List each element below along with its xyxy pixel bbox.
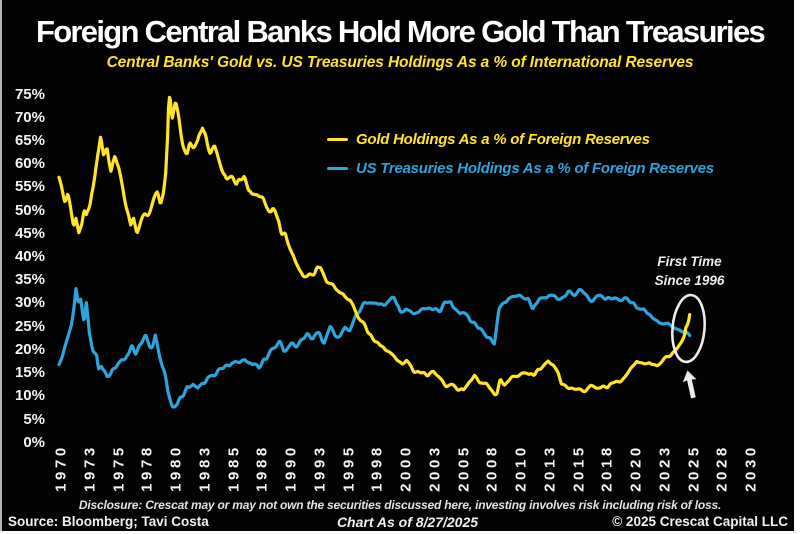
legend-item-treasuries: US Treasuries Holdings As a % of Foreign… [327, 160, 714, 177]
y-tick-label: 55% [14, 178, 45, 196]
x-tick-label: 1970 [52, 444, 70, 492]
x-tick-label: 2018 [598, 444, 616, 492]
annotation-line1: First Time [657, 254, 722, 269]
y-tick-label: 20% [14, 340, 45, 358]
disclosure-text: Disclosure: Crescat may or may not own t… [78, 498, 722, 512]
y-tick-label: 5% [23, 410, 45, 428]
up-arrow-icon [682, 370, 697, 399]
y-tick-label: 60% [14, 155, 45, 173]
x-tick-label: 1990 [282, 444, 300, 492]
treasuries-line-swatch [327, 166, 348, 171]
x-tick-label: 2015 [570, 444, 587, 492]
left-edge-line [0, 0, 2, 531]
copyright-text: © 2025 Crescat Capital LLC [612, 514, 788, 529]
footer: Source: Bloomberg; Tavi Costa Chart As o… [1, 514, 794, 531]
x-tick-label: 1980 [167, 444, 185, 492]
x-tick-label: 2000 [397, 444, 415, 492]
x-tick-label: 2025 [685, 444, 702, 492]
x-tick-label: 1985 [225, 444, 242, 492]
y-tick-label: 25% [14, 317, 45, 335]
x-tick-label: 2023 [656, 444, 674, 492]
x-tick-label: 2003 [426, 444, 444, 492]
legend-item-gold: Gold Holdings As a % of Foreign Reserves [327, 131, 650, 148]
legend-label-gold: Gold Holdings As a % of Foreign Reserves [356, 131, 650, 148]
treasuries-line-series [57, 287, 692, 409]
x-tick-label: 2010 [512, 444, 530, 492]
y-tick-label: 65% [14, 131, 45, 149]
as-of-text: Chart As of 8/27/2025 [336, 514, 479, 530]
x-tick-label: 1993 [311, 444, 329, 492]
x-tick-label: 2005 [455, 444, 472, 492]
x-tick-label: 1978 [138, 444, 156, 492]
y-tick-label: 45% [14, 224, 45, 242]
annotation-first-time: First Time Since 1996 [619, 252, 760, 290]
y-tick-label: 70% [14, 108, 45, 126]
x-tick-label: 2028 [713, 444, 731, 492]
y-tick-label: 35% [14, 271, 45, 289]
x-tick-label: 1988 [253, 444, 271, 492]
legend-label-treasuries: US Treasuries Holdings As a % of Foreign… [356, 160, 714, 177]
y-tick-label: 40% [14, 248, 45, 266]
highlight-ellipse [670, 293, 707, 364]
x-tick-label: 1998 [368, 444, 386, 492]
chart-subtitle: Central Banks' Gold vs. US Treasuries Ho… [106, 54, 694, 71]
x-tick-label: 1995 [340, 444, 357, 492]
x-tick-label: 2013 [541, 444, 559, 492]
y-tick-label: 75% [14, 85, 45, 103]
y-tick-label: 15% [14, 364, 45, 382]
y-tick-label: 50% [14, 201, 45, 219]
x-tick-label: 1973 [81, 444, 99, 492]
annotation-line2: Since 1996 [654, 273, 725, 288]
x-tick-label: 2008 [483, 444, 501, 492]
x-tick-label: 1975 [110, 444, 127, 492]
y-tick-label: 0% [23, 433, 45, 451]
chart-title: Foreign Central Banks Hold More Gold Tha… [35, 14, 766, 49]
gold-line-swatch [327, 137, 348, 142]
x-tick-label: 2030 [742, 444, 760, 492]
gold-line-series [57, 95, 692, 397]
x-tick-label: 1983 [196, 444, 214, 492]
x-tick-label: 2020 [627, 444, 645, 492]
y-tick-label: 30% [14, 294, 45, 312]
source-text: Source: Bloomberg; Tavi Costa [8, 514, 209, 529]
y-tick-label: 10% [14, 387, 45, 405]
